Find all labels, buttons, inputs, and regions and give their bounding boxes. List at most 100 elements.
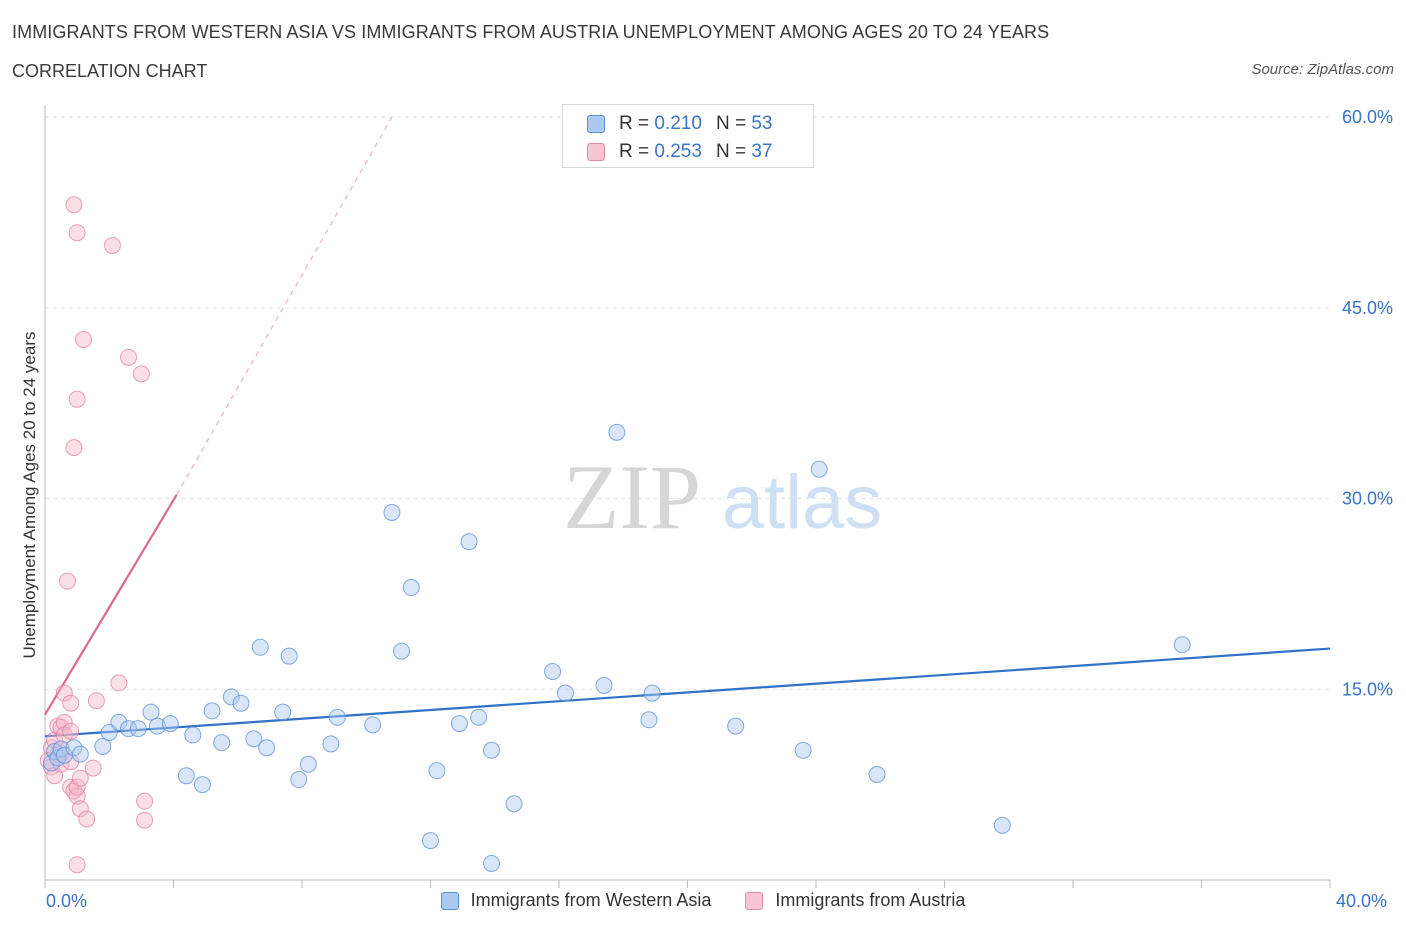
data-point-western-asia [232, 694, 250, 712]
legend-swatch-pink [745, 891, 764, 910]
data-point-western-asia [71, 745, 89, 763]
data-point-western-asia [556, 684, 574, 702]
data-point-western-asia [129, 720, 147, 738]
data-point-austria [55, 713, 73, 731]
data-point-western-asia [280, 647, 298, 665]
trend-lines [44, 116, 1331, 738]
series-austria-points [39, 196, 154, 874]
legend-swatch-blue [587, 115, 605, 133]
legend-n-label: N = [715, 113, 747, 134]
data-point-western-asia [608, 423, 626, 441]
data-point-austria [68, 224, 86, 242]
data-point-austria [120, 348, 138, 366]
data-point-austria [78, 810, 96, 828]
data-point-western-asia [299, 755, 317, 773]
y-tick-label: 45.0% [1342, 298, 1393, 318]
legend-swatch-pink [587, 143, 605, 161]
data-point-austria [62, 722, 80, 740]
data-point-western-asia [868, 765, 886, 783]
data-point-western-asia [322, 735, 340, 753]
legend-label-austria: Immigrants from Austria [775, 890, 966, 910]
data-point-western-asia [470, 708, 488, 726]
data-point-western-asia [428, 762, 446, 780]
axes [44, 105, 1331, 888]
legend-row-western-asia: R = 0.210 N = 53 [587, 113, 772, 135]
legend-r-value-pink: 0.253 [654, 141, 702, 162]
data-point-austria [132, 365, 150, 383]
data-point-western-asia [993, 816, 1011, 834]
data-point-western-asia [328, 708, 346, 726]
legend-row-austria: R = 0.253 N = 37 [587, 141, 772, 163]
data-point-western-asia [640, 711, 658, 729]
data-point-western-asia [110, 713, 128, 731]
grid-lines [45, 116, 1330, 690]
data-point-austria [136, 811, 154, 829]
data-point-western-asia [203, 702, 221, 720]
data-point-austria [65, 196, 83, 214]
data-point-austria [68, 778, 86, 796]
y-tick-labels: 15.0% 30.0% 45.0% 60.0% [1342, 107, 1393, 699]
watermark-zip: ZIP [563, 446, 701, 548]
data-point-austria [65, 439, 83, 457]
data-point-austria [75, 331, 93, 349]
data-point-austria [87, 692, 105, 710]
data-point-austria [68, 856, 86, 874]
data-point-western-asia [94, 737, 112, 755]
x-tick-label-min: 0.0% [46, 891, 88, 911]
data-point-austria [55, 684, 73, 702]
legend-n-value-blue: 53 [751, 113, 773, 134]
trend-line-austria [44, 494, 178, 716]
y-axis-label: Unemployment Among Ages 20 to 24 years [20, 331, 39, 659]
series-legend: Immigrants from Western Asia Immigrants … [0, 890, 1406, 911]
data-point-western-asia [422, 832, 439, 850]
data-point-western-asia [810, 460, 828, 478]
data-point-western-asia [643, 684, 661, 702]
correlation-legend: R = 0.210 N = 53 R = 0.253 N = 37 [562, 104, 814, 168]
data-point-austria [71, 769, 89, 787]
data-point-austria [68, 390, 86, 408]
data-point-western-asia [483, 741, 501, 759]
trend-line-western-asia [44, 647, 1331, 738]
data-point-western-asia [290, 771, 308, 789]
data-point-austria [71, 800, 89, 818]
data-point-western-asia [383, 503, 401, 521]
data-point-western-asia [274, 703, 292, 721]
legend-label-western-asia: Immigrants from Western Asia [470, 890, 712, 910]
y-tick-label: 30.0% [1342, 489, 1393, 509]
data-point-western-asia [213, 734, 231, 752]
data-point-western-asia [393, 642, 411, 660]
data-point-western-asia [120, 720, 138, 738]
data-point-western-asia [222, 688, 240, 706]
data-point-western-asia [258, 739, 276, 757]
data-point-austria [68, 787, 86, 805]
legend-n-value-pink: 37 [751, 141, 773, 162]
data-point-western-asia [483, 854, 501, 872]
data-point-western-asia [251, 638, 269, 656]
data-point-western-asia [177, 767, 195, 785]
chart-title: IMMIGRANTS FROM WESTERN ASIA VS IMMIGRAN… [12, 22, 1050, 42]
data-point-western-asia [460, 533, 478, 551]
legend-r-label: R = [619, 141, 650, 162]
data-point-western-asia [727, 717, 745, 735]
data-point-western-asia [794, 741, 812, 759]
legend-item-austria: Immigrants from Austria [745, 890, 965, 911]
data-point-austria [62, 694, 80, 712]
data-point-western-asia [595, 676, 613, 694]
chart-subtitle: CORRELATION CHART [12, 61, 208, 81]
data-point-austria [84, 759, 102, 777]
data-point-western-asia [1173, 636, 1191, 654]
data-point-western-asia [193, 776, 211, 794]
legend-swatch-blue [440, 891, 459, 910]
data-point-western-asia [544, 662, 562, 680]
data-point-western-asia [450, 715, 468, 733]
data-point-western-asia [364, 716, 382, 734]
data-point-western-asia [161, 715, 179, 733]
data-point-austria [58, 572, 76, 590]
data-point-austria [136, 792, 154, 810]
data-point-austria [103, 236, 121, 254]
legend-n-label: N = [715, 141, 747, 162]
data-point-western-asia [142, 703, 160, 721]
data-point-western-asia [65, 739, 83, 757]
trend-line-austria-extension [176, 116, 393, 495]
